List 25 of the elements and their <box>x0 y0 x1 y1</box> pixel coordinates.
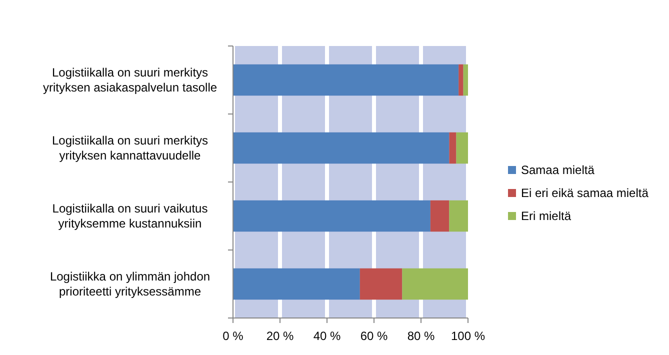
legend-label: Eri mieltä <box>521 209 572 223</box>
bar <box>233 268 360 300</box>
y-tick-label: Logistiikka on ylimmän johdon prioriteetti yrityksessämme <box>50 270 210 298</box>
bar <box>458 64 464 96</box>
bar <box>233 132 450 164</box>
bar <box>449 132 456 164</box>
x-tick-label: 60 % <box>360 329 388 343</box>
x-tick-label: 100 % <box>450 329 486 343</box>
legend-label: Ei eri eikä samaa mieltä <box>521 186 649 200</box>
bar <box>463 64 468 96</box>
legend-label: Samaa mieltä <box>521 163 595 177</box>
y-tick-label: Logistiikalla on suuri merkitys yrityksen asiakaspalvelun tasolle <box>42 66 218 94</box>
x-tick-label: 40 % <box>313 329 341 343</box>
x-tick-label: 0 % <box>222 329 244 343</box>
bar <box>360 268 402 300</box>
y-tick-label: Logistiikalla on suuri merkitys yrityksen kannattavuudelle <box>52 134 208 162</box>
bar <box>430 200 450 232</box>
bar <box>233 200 430 232</box>
x-tick-label: 80 % <box>407 329 435 343</box>
bar <box>449 200 468 232</box>
bar <box>456 132 468 164</box>
bar <box>233 64 459 96</box>
x-tick-label: 20 % <box>266 329 294 343</box>
y-tick-label: Logistiikalla on suuri vaikutus yrityksemme kustannuksiin <box>52 202 208 230</box>
bar <box>402 268 468 300</box>
